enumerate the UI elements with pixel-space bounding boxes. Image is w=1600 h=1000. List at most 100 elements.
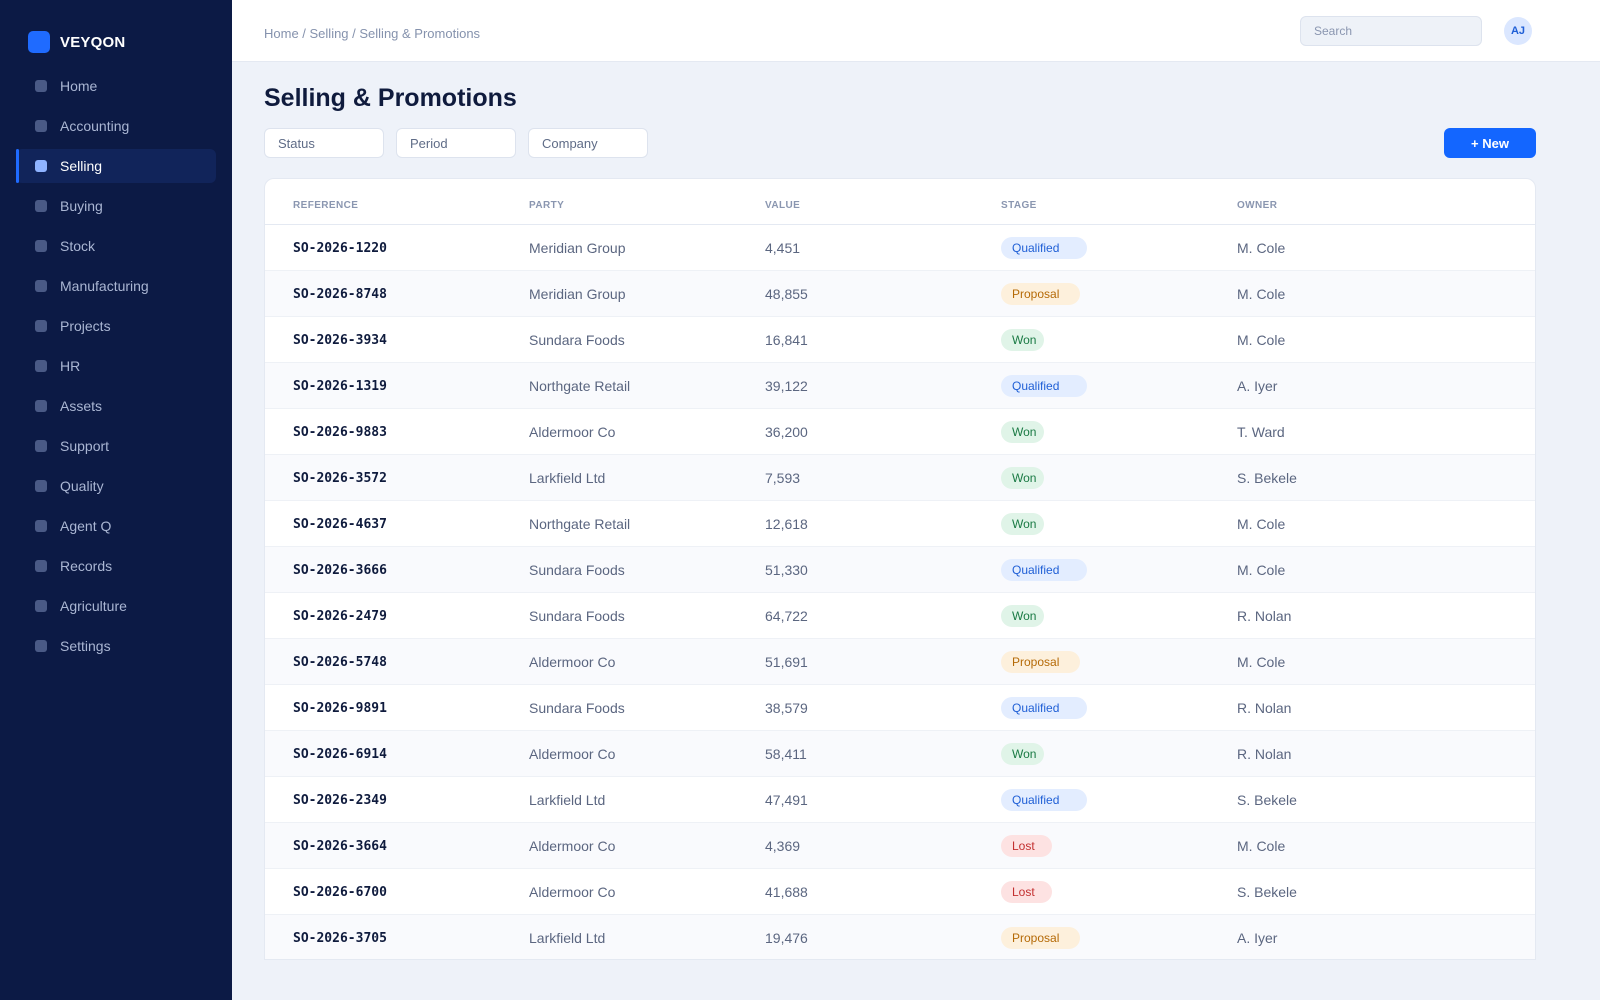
sidebar-item-accounting[interactable]: Accounting xyxy=(16,109,216,143)
table-row[interactable]: SO-2026-3572 Larkfield Ltd 7,593 Won S. Beke… xyxy=(265,455,1535,501)
sidebar-item-hr[interactable]: HR xyxy=(16,349,216,383)
breadcrumb[interactable]: Home / Selling / Selling & Promotions xyxy=(264,26,481,41)
reference-link[interactable]: SO-2026-4637 xyxy=(293,516,387,532)
party-cell: Sundara Foods xyxy=(529,562,625,578)
reference-link[interactable]: SO-2026-1220 xyxy=(293,240,387,256)
reference-link[interactable]: SO-2026-1319 xyxy=(293,378,387,394)
search-input[interactable] xyxy=(1300,16,1482,46)
stage-cell: Won xyxy=(1001,409,1044,455)
table-row[interactable]: SO-2026-2479 Sundara Foods 64,722 Won R. Nol… xyxy=(265,593,1535,639)
column-header-value[interactable]: VALUE xyxy=(765,200,801,211)
table-row[interactable]: SO-2026-3934 Sundara Foods 16,841 Won M. Col… xyxy=(265,317,1535,363)
value-cell: 36,200 xyxy=(765,424,808,440)
home-icon xyxy=(35,80,47,92)
records-icon xyxy=(35,560,47,572)
sidebar-nav: Home Accounting Selling Buying Stock Manufact… xyxy=(16,69,216,669)
sidebar-item-settings[interactable]: Settings xyxy=(16,629,216,663)
value-cell: 64,722 xyxy=(765,608,808,624)
reference-link[interactable]: SO-2026-2349 xyxy=(293,792,387,808)
sidebar-item-selling[interactable]: Selling xyxy=(16,149,216,183)
brand[interactable]: VEYQON xyxy=(28,31,125,53)
sidebar-item-agriculture[interactable]: Agriculture xyxy=(16,589,216,623)
value-cell: 48,855 xyxy=(765,286,808,302)
new-button[interactable]: + New xyxy=(1444,128,1536,158)
party-cell: Sundara Foods xyxy=(529,700,625,716)
table-row[interactable]: SO-2026-3664 Aldermoor Co 4,369 Lost M. Cole xyxy=(265,823,1535,869)
value-cell: 38,579 xyxy=(765,700,808,716)
reference-link[interactable]: SO-2026-9891 xyxy=(293,700,387,716)
reference-link[interactable]: SO-2026-6914 xyxy=(293,746,387,762)
status-badge: Qualified xyxy=(1001,697,1087,719)
value-cell: 47,491 xyxy=(765,792,808,808)
sidebar-item-projects[interactable]: Projects xyxy=(16,309,216,343)
status-badge: Qualified xyxy=(1001,789,1087,811)
filter-company[interactable]: Company xyxy=(528,128,648,158)
reference-link[interactable]: SO-2026-3705 xyxy=(293,930,387,946)
sidebar-item-label: Agriculture xyxy=(60,598,127,614)
reference-link[interactable]: SO-2026-2479 xyxy=(293,608,387,624)
sidebar-item-home[interactable]: Home xyxy=(16,69,216,103)
value-cell: 51,691 xyxy=(765,654,808,670)
reference-link[interactable]: SO-2026-6700 xyxy=(293,884,387,900)
column-header-party[interactable]: PARTY xyxy=(529,200,565,211)
status-badge: Lost xyxy=(1001,835,1052,857)
sidebar-item-label: Accounting xyxy=(60,118,130,134)
sidebar-item-label: Records xyxy=(60,558,113,574)
sidebar-item-assets[interactable]: Assets xyxy=(16,389,216,423)
column-header-reference[interactable]: REFERENCE xyxy=(293,200,359,211)
status-badge: Qualified xyxy=(1001,559,1087,581)
table-row[interactable]: SO-2026-1220 Meridian Group 4,451 Qualified… xyxy=(265,225,1535,271)
table-row[interactable]: SO-2026-3705 Larkfield Ltd 19,476 Proposal A… xyxy=(265,915,1535,959)
table-row[interactable]: SO-2026-9883 Aldermoor Co 36,200 Won T. Ward xyxy=(265,409,1535,455)
party-cell: Meridian Group xyxy=(529,240,626,256)
sidebar-item-support[interactable]: Support xyxy=(16,429,216,463)
table-row[interactable]: SO-2026-3666 Sundara Foods 51,330 Qualified… xyxy=(265,547,1535,593)
sidebar-item-agent-q[interactable]: Agent Q xyxy=(16,509,216,543)
owner-cell: M. Cole xyxy=(1237,562,1286,578)
stage-cell: Proposal xyxy=(1001,271,1080,317)
reference-link[interactable]: SO-2026-5748 xyxy=(293,654,387,670)
stage-cell: Lost xyxy=(1001,823,1052,869)
table-row[interactable]: SO-2026-1319 Northgate Retail 39,122 Qualif… xyxy=(265,363,1535,409)
reference-link[interactable]: SO-2026-3572 xyxy=(293,470,387,486)
column-header-stage[interactable]: STAGE xyxy=(1001,200,1037,211)
sidebar-item-manufacturing[interactable]: Manufacturing xyxy=(16,269,216,303)
table-row[interactable]: SO-2026-2349 Larkfield Ltd 47,491 Qualified… xyxy=(265,777,1535,823)
status-badge: Won xyxy=(1001,467,1044,489)
table-row[interactable]: SO-2026-6914 Aldermoor Co 58,411 Won R. Nola… xyxy=(265,731,1535,777)
reference-link[interactable]: SO-2026-3934 xyxy=(293,332,387,348)
owner-cell: T. Ward xyxy=(1237,424,1285,440)
table-row[interactable]: SO-2026-6700 Aldermoor Co 41,688 Lost S. Bek… xyxy=(265,869,1535,915)
table-row[interactable]: SO-2026-9891 Sundara Foods 38,579 Qualified… xyxy=(265,685,1535,731)
reference-link[interactable]: SO-2026-3666 xyxy=(293,562,387,578)
column-header-owner[interactable]: OWNER xyxy=(1237,200,1278,211)
avatar[interactable]: AJ xyxy=(1504,17,1532,45)
sidebar-item-quality[interactable]: Quality xyxy=(16,469,216,503)
table-row[interactable]: SO-2026-5748 Aldermoor Co 51,691 Proposal M.… xyxy=(265,639,1535,685)
filter-status[interactable]: Status xyxy=(264,128,384,158)
party-cell: Northgate Retail xyxy=(529,516,631,532)
value-cell: 39,122 xyxy=(765,378,808,394)
reference-link[interactable]: SO-2026-3664 xyxy=(293,838,387,854)
sidebar-item-label: Assets xyxy=(60,398,103,414)
sidebar-item-records[interactable]: Records xyxy=(16,549,216,583)
accounting-icon xyxy=(35,120,47,132)
table-row[interactable]: SO-2026-4637 Northgate Retail 12,618 Won M. … xyxy=(265,501,1535,547)
filter-period[interactable]: Period xyxy=(396,128,516,158)
projects-icon xyxy=(35,320,47,332)
reference-link[interactable]: SO-2026-8748 xyxy=(293,286,387,302)
value-cell: 51,330 xyxy=(765,562,808,578)
reference-link[interactable]: SO-2026-9883 xyxy=(293,424,387,440)
stage-cell: Qualified xyxy=(1001,777,1087,823)
table-row[interactable]: SO-2026-8748 Meridian Group 48,855 Proposal… xyxy=(265,271,1535,317)
sidebar-item-stock[interactable]: Stock xyxy=(16,229,216,263)
stage-cell: Qualified xyxy=(1001,363,1087,409)
owner-cell: R. Nolan xyxy=(1237,608,1292,624)
party-cell: Sundara Foods xyxy=(529,332,625,348)
sidebar-item-label: Selling xyxy=(60,158,103,174)
assets-icon xyxy=(35,400,47,412)
value-cell: 7,593 xyxy=(765,470,801,486)
buying-icon xyxy=(35,200,47,212)
sidebar-item-buying[interactable]: Buying xyxy=(16,189,216,223)
stage-cell: Won xyxy=(1001,501,1044,547)
